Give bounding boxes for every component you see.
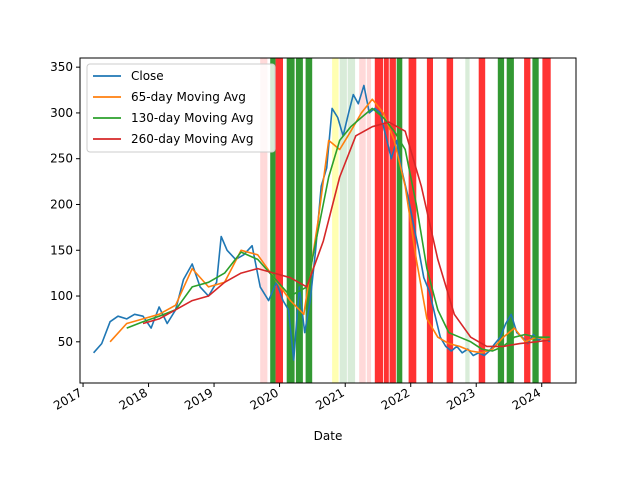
y-tick-label-0: 50	[58, 335, 73, 349]
highlight-band-23	[524, 58, 531, 383]
highlight-band-19	[465, 58, 470, 383]
legend-box	[86, 63, 276, 153]
plot-frame	[79, 57, 577, 384]
highlight-band-5	[295, 58, 303, 383]
y-tick-label-5: 300	[50, 106, 73, 120]
highlight-band-13	[384, 58, 389, 383]
highlight-band-4	[286, 58, 295, 383]
highlight-band-14	[389, 58, 396, 383]
highlight-band-2	[270, 58, 276, 383]
highlight-band-6	[305, 58, 313, 383]
highlight-band-25	[542, 58, 551, 383]
series-line-2	[126, 107, 550, 352]
legend-label-3: 260-day Moving Avg	[131, 132, 254, 146]
legend-label-1: 65-day Moving Avg	[131, 90, 246, 104]
highlight-band-11	[366, 58, 372, 383]
series-line-3	[142, 121, 550, 348]
highlight-band-9	[347, 58, 356, 383]
series-line-0	[92, 84, 551, 361]
y-tick-label-1: 100	[50, 289, 73, 303]
y-tick-label-3: 200	[50, 197, 73, 211]
y-axis: 50 100 150 200 250 300 350	[50, 60, 80, 349]
highlight-band-15	[396, 58, 403, 383]
highlight-band-24	[532, 58, 539, 383]
legend-label-2: 130-day Moving Avg	[131, 111, 254, 125]
highlight-band-21	[497, 58, 505, 383]
y-tick-label-4: 250	[50, 152, 73, 166]
highlight-band-1	[263, 58, 268, 383]
highlight-band-20	[478, 58, 486, 383]
y-tick-label-2: 150	[50, 243, 73, 257]
highlight-band-7	[332, 58, 339, 383]
highlight-band-17	[426, 58, 433, 383]
legend-label-0: Close	[131, 69, 164, 83]
highlight-band-18	[446, 58, 454, 383]
highlight-band-12	[374, 58, 384, 383]
highlight-band-10	[359, 58, 366, 383]
series-lines	[92, 84, 551, 361]
series-line-1	[109, 98, 550, 354]
x-axis-label: Date	[314, 429, 343, 443]
highlight-band-3	[275, 58, 283, 383]
highlight-band-22	[506, 58, 514, 383]
y-tick-label-6: 350	[50, 60, 73, 74]
highlight-band-0	[260, 58, 264, 383]
legend: Close 65-day Moving Avg 130-day Moving Avg…	[86, 63, 276, 153]
highlight-band-8	[339, 58, 347, 383]
